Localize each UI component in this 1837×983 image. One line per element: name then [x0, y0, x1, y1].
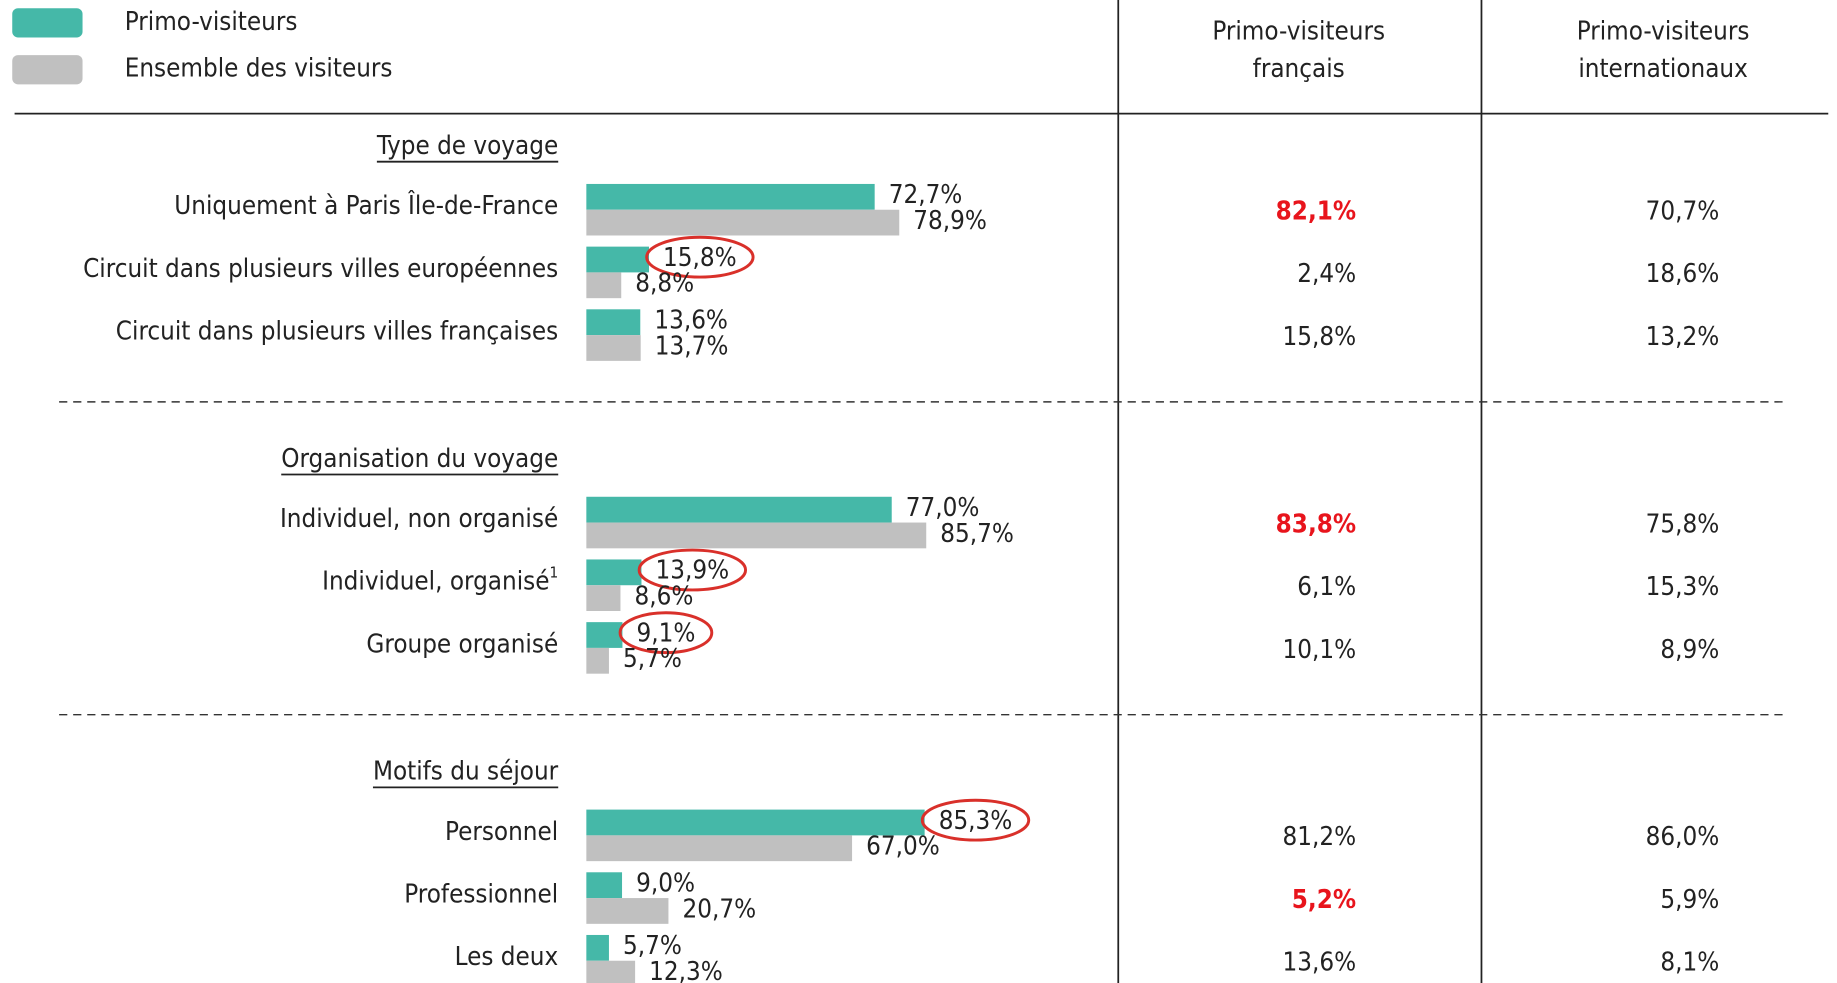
footnote-mark: 1: [550, 563, 559, 581]
table-value: 70,7%: [1646, 197, 1720, 227]
category-text: Individuel, non organisé: [280, 504, 558, 534]
legend-label: Primo-visiteurs: [125, 7, 298, 37]
bar: [586, 309, 641, 336]
bar: [586, 647, 609, 674]
category-text: Les deux: [455, 942, 559, 972]
value-label: 20,7%: [682, 894, 756, 924]
category-text: Circuit dans plusieurs villes européenne…: [83, 253, 558, 283]
category-label: Groupe organisé: [366, 629, 558, 659]
highlight-circle: [645, 235, 755, 279]
value-label: 85,3%: [939, 806, 1013, 836]
category-label: Uniquement à Paris Île-de-France: [174, 189, 558, 221]
value-label: 13,6%: [654, 306, 728, 336]
table-value: 83,8%: [1276, 509, 1356, 539]
legend-label: Ensemble des visiteurs: [125, 54, 393, 84]
category-label: Personnel: [445, 816, 558, 846]
value-label: 77,0%: [906, 493, 980, 523]
highlight-circle: [637, 548, 748, 592]
table-value: 5,2%: [1292, 885, 1356, 915]
value-label: 9,1%: [636, 618, 695, 648]
legend-swatch: [12, 8, 83, 38]
category-text: Personnel: [445, 816, 558, 846]
value-label: 72,7%: [889, 180, 963, 210]
category-text: Professionnel: [404, 879, 558, 909]
bar: [586, 872, 623, 899]
table-value: 15,3%: [1646, 572, 1720, 602]
table-value: 81,2%: [1282, 822, 1356, 852]
bar: [586, 835, 853, 862]
category-text: Groupe organisé: [366, 629, 558, 659]
value-label: 67,0%: [866, 832, 940, 862]
bar: [586, 522, 927, 549]
table-value: 2,4%: [1297, 259, 1356, 289]
value-label: 5,7%: [623, 644, 682, 674]
table-value: 8,9%: [1660, 635, 1719, 665]
bar: [586, 496, 892, 523]
value-label: 85,7%: [940, 519, 1014, 549]
bar: [586, 934, 609, 961]
bar: [586, 809, 925, 836]
bar: [586, 183, 875, 210]
table-value: 8,1%: [1660, 948, 1719, 978]
bar: [586, 585, 621, 612]
table-value: 86,0%: [1646, 822, 1720, 852]
value-label: 13,9%: [656, 556, 730, 586]
table-value: 6,1%: [1297, 572, 1356, 602]
table-value: 13,6%: [1282, 948, 1356, 978]
category-label: Les deux: [455, 942, 559, 972]
table-value: 5,9%: [1660, 885, 1719, 915]
category-label: Circuit dans plusieurs villes françaises: [116, 316, 558, 346]
table-value: 18,6%: [1646, 259, 1720, 289]
highlight-circle: [920, 798, 1031, 842]
group-title: Motifs du séjour: [373, 757, 559, 787]
highlight-circle: [618, 611, 714, 655]
legend-swatch: [12, 55, 83, 85]
table-value: 10,1%: [1282, 635, 1356, 665]
value-label: 8,6%: [635, 581, 694, 611]
value-label: 5,7%: [623, 931, 682, 961]
bar: [586, 335, 641, 361]
value-label: 8,8%: [635, 269, 694, 299]
table-value: 75,8%: [1646, 509, 1720, 539]
category-label: Individuel, organisé1: [322, 563, 558, 596]
category-label: Professionnel: [404, 879, 558, 909]
category-label: Individuel, non organisé: [280, 504, 558, 534]
category-label: Circuit dans plusieurs villes européenne…: [83, 253, 558, 283]
bar: [586, 209, 900, 236]
category-text: Individuel, organisé: [322, 566, 549, 596]
category-text: Circuit dans plusieurs villes françaises: [116, 316, 558, 346]
bar: [586, 559, 642, 586]
bar: [586, 272, 622, 299]
column-header: Primo-visiteurs français: [1212, 16, 1385, 83]
table-value: 82,1%: [1276, 197, 1356, 227]
value-label: 13,7%: [655, 331, 729, 361]
bar: [586, 960, 636, 983]
table-value: 15,8%: [1282, 322, 1356, 352]
value-label: 12,3%: [649, 957, 723, 983]
value-label: 15,8%: [663, 243, 737, 273]
value-label: 9,0%: [636, 868, 695, 898]
group-title: Type de voyage: [376, 131, 558, 161]
bar: [586, 898, 669, 924]
category-text: Uniquement à Paris Île-de-France: [174, 189, 558, 221]
group-title: Organisation du voyage: [281, 444, 558, 474]
column-header: Primo-visiteurs internationaux: [1577, 16, 1750, 83]
bar: [586, 622, 623, 648]
bar: [586, 246, 650, 273]
value-label: 78,9%: [913, 206, 987, 236]
table-value: 13,2%: [1646, 322, 1720, 352]
